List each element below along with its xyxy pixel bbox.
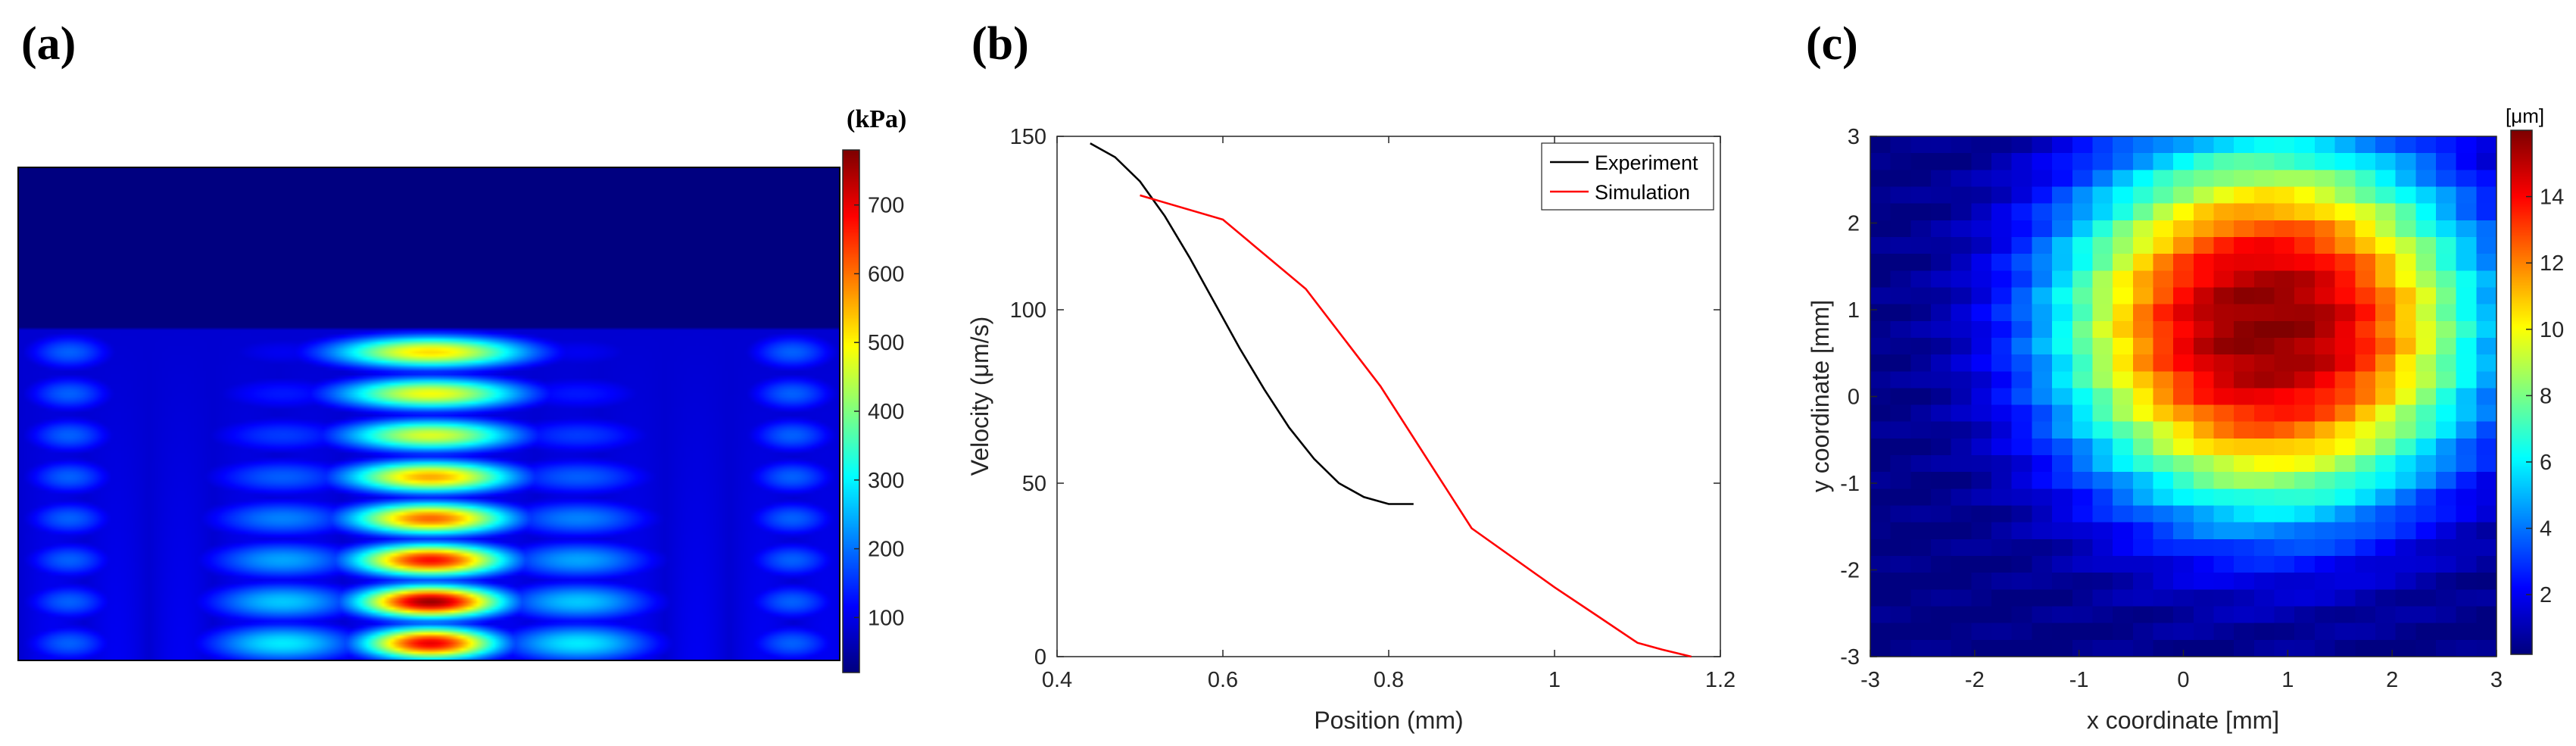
- colorbar-a-unit: (kPa): [847, 105, 906, 133]
- y-tick-label-c: -3: [1840, 645, 1860, 670]
- colorbar-c-unit: [μm]: [2506, 105, 2544, 127]
- plot-b-axes: [1056, 136, 1721, 657]
- x-tick-label-b: 1: [1548, 668, 1561, 692]
- colorbar-c: [2511, 130, 2532, 654]
- x-tick-label-c: 1: [2281, 668, 2294, 692]
- y-tick-label-c: 3: [1848, 125, 1860, 149]
- y-axis-label-b: Velocity (μm/s): [966, 317, 993, 476]
- legend-experiment-label: Experiment: [1595, 151, 1698, 174]
- x-axis-label-b: Position (mm): [1314, 707, 1463, 734]
- colorbar-a-tick-label: 500: [868, 331, 904, 355]
- plot-c-ticks: -3 -2 -1 0 1 2 3 -3 -2 -1 0 1 2 3: [1840, 125, 2503, 692]
- y-tick-label-b: 150: [1010, 125, 1046, 149]
- colorbar-c-tick-label: 14: [2540, 186, 2564, 210]
- colorbar-a-tick-label: 200: [868, 538, 904, 562]
- colorbar-c-tick-label: 10: [2540, 318, 2564, 342]
- x-tick-label-b: 0.8: [1374, 668, 1404, 692]
- y-tick-label-c: -1: [1840, 472, 1860, 496]
- colorbar-a-tick-label: 100: [868, 606, 904, 630]
- colorbar-c-tick-label: 12: [2540, 251, 2564, 276]
- x-tick-label-b: 0.6: [1208, 668, 1238, 692]
- panel-a: (kPa) 100 200 300 400 500 600 700: [17, 105, 906, 673]
- colorbar-c-frame: [2510, 130, 2533, 655]
- panel-label-a: (a): [21, 18, 76, 70]
- panel-label-b: (b): [971, 18, 1029, 70]
- x-tick-label-c: -2: [1965, 668, 1985, 692]
- panel-b: 0.4 0.6 0.8 1 1.2 0 50 100 150 Experiment Simula…: [966, 125, 1736, 734]
- pressure-field-frame: [17, 167, 840, 661]
- colorbar-a: [843, 150, 859, 673]
- colorbar-c-tick-label: 8: [2540, 384, 2552, 408]
- y-tick-label-b: 50: [1022, 472, 1046, 496]
- y-tick-label-c: 0: [1848, 385, 1860, 410]
- colorbar-a-tick-label: 400: [868, 400, 904, 424]
- x-tick-label-b: 0.4: [1042, 668, 1072, 692]
- series-experiment-line: [1090, 142, 1414, 505]
- y-tick-label-b: 0: [1034, 645, 1046, 670]
- colorbar-a-tick-label: 300: [868, 469, 904, 493]
- x-tick-label-c: -3: [1860, 668, 1880, 692]
- y-tick-label-b: 100: [1010, 298, 1046, 323]
- colorbar-c-tick-label: 6: [2540, 451, 2552, 475]
- plot-b-ticks: 0.4 0.6 0.8 1 1.2 0 50 100 150: [1010, 125, 1736, 692]
- colorbar-c-tick-label: 2: [2540, 583, 2552, 607]
- y-tick-label-c: 1: [1848, 298, 1860, 323]
- y-tick-label-c: 2: [1848, 212, 1860, 236]
- x-tick-label-c: 2: [2386, 668, 2398, 692]
- y-tick-label-c: -2: [1840, 559, 1860, 583]
- y-axis-label-c: y coordinate [mm]: [1807, 300, 1834, 492]
- legend-box: [1541, 142, 1714, 211]
- x-axis-label-c: x coordinate [mm]: [2087, 707, 2279, 734]
- displacement-heatmap: [1870, 136, 2496, 657]
- legend: Experiment Simulation: [1541, 142, 1714, 211]
- x-tick-label-c: 0: [2177, 668, 2189, 692]
- x-tick-label-c: -1: [2069, 668, 2089, 692]
- colorbar-a-ticks: 100 200 300 400 500 600 700: [854, 194, 904, 630]
- x-tick-label-b: 1.2: [1705, 668, 1736, 692]
- pressure-field-heatmap: [18, 167, 840, 660]
- panel-label-c: (c): [1806, 18, 1858, 70]
- legend-simulation-label: Simulation: [1595, 181, 1690, 204]
- series-simulation-line: [1140, 194, 1692, 658]
- colorbar-c-tick-label: 4: [2540, 517, 2552, 542]
- colorbar-a-tick-label: 600: [868, 262, 904, 286]
- colorbar-a-tick-label: 700: [868, 194, 904, 218]
- x-tick-label-c: 3: [2490, 668, 2503, 692]
- colorbar-c-ticks: 2 4 6 8 10 12 14: [2526, 186, 2564, 607]
